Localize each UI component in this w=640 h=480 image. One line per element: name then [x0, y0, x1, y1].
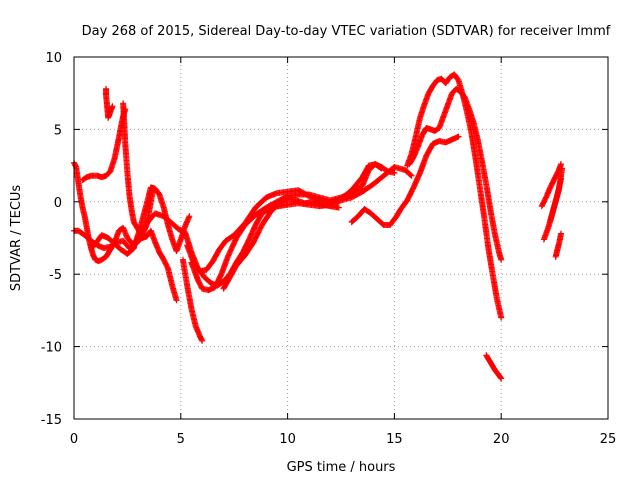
- plot-frame: [73, 56, 609, 420]
- data-point: [497, 374, 504, 381]
- data-point: [455, 133, 462, 140]
- chart-title: Day 268 of 2015, Sidereal Day-to-day VTE…: [82, 24, 611, 39]
- data-point: [498, 375, 505, 382]
- y-axis-label: SDTVAR / TECUs: [9, 185, 24, 292]
- x-tick-label: 25: [600, 432, 617, 447]
- y-tick-label: 5: [54, 123, 62, 138]
- data-point: [173, 297, 180, 304]
- y-tick-label: 0: [54, 196, 62, 211]
- y-tick-label: -5: [49, 268, 62, 283]
- data-point: [407, 171, 414, 178]
- x-tick-label: 5: [177, 432, 185, 447]
- data-point: [498, 314, 505, 321]
- data-point: [199, 337, 206, 344]
- data-point: [559, 165, 566, 172]
- x-tick-label: 0: [70, 432, 78, 447]
- data-point: [558, 161, 565, 168]
- data-point: [391, 169, 398, 176]
- data-point: [335, 204, 342, 211]
- data-point: [558, 230, 565, 237]
- x-tick-label: 20: [493, 432, 510, 447]
- data-point: [408, 172, 415, 179]
- y-tick-label: -15: [41, 413, 62, 428]
- y-tick-label: 10: [45, 51, 62, 66]
- data-points: [71, 71, 566, 382]
- data-point: [498, 256, 505, 263]
- x-axis-label: GPS time / hours: [287, 460, 396, 475]
- x-tick-label: 10: [279, 432, 296, 447]
- x-tick-label: 15: [386, 432, 403, 447]
- data-point: [103, 85, 110, 92]
- tick-labels: 0 5 10 15 20 25 -15 -10 -5 0 5 10: [41, 51, 617, 447]
- y-tick-label: -10: [41, 341, 62, 356]
- data-point: [186, 213, 193, 220]
